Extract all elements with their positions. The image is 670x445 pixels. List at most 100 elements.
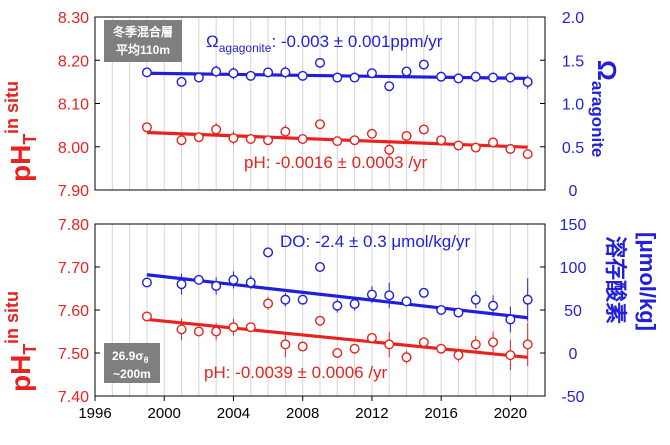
data-point [211,326,222,337]
data-point [297,294,308,305]
top-panel-data-points [141,57,533,160]
data-point [280,294,291,305]
data-point [176,76,187,87]
data-point [193,132,204,143]
bottom-layer-label-line2: ~200m [113,367,151,381]
data-point [332,136,343,147]
data-point [401,296,412,307]
data-point [453,307,464,318]
data-point [141,277,152,288]
data-point [366,289,377,300]
data-point [470,339,481,350]
left-tick-label: 8.10 [58,97,89,114]
data-point [470,142,481,153]
left-tick-label: 8.00 [58,140,89,157]
bottom-layer-label-box [104,343,160,383]
x-tick-label: 2020 [494,405,527,422]
trend-line [146,317,528,359]
data-point [453,140,464,151]
data-point [141,311,152,322]
data-point [349,72,360,83]
data-point [176,279,187,290]
right-tick-label: 50 [564,303,582,320]
x-tick-label: 2012 [355,405,388,422]
data-point [488,137,499,148]
data-point [228,68,239,79]
top-left-axis-label: pHTin situ [2,81,40,182]
data-point [488,300,499,311]
data-point [401,66,412,77]
left-tick-label: 7.70 [58,260,89,277]
data-point [418,59,429,70]
data-point [436,71,447,82]
data-point [505,314,516,325]
x-tick-label: 2016 [424,405,457,422]
data-point [263,298,274,309]
data-point [418,337,429,348]
data-point [401,352,412,363]
data-point [349,135,360,146]
top-layer-label-box [104,20,182,62]
data-point [332,348,343,359]
data-point [228,322,239,333]
top-red-annotation: pH: -0.0016 ± 0.0003 /yr [244,153,428,172]
data-point [366,68,377,79]
data-point [315,262,326,273]
right-tick-label: 0 [569,346,578,363]
bottom-panel-data-points [141,247,533,371]
data-point [470,71,481,82]
data-point [280,126,291,137]
x-tick-label: 2008 [286,405,319,422]
data-point [193,274,204,285]
data-point [453,73,464,84]
data-point [366,128,377,139]
data-point [193,326,204,337]
bottom-panel-grid [111,224,529,396]
bottom-panel-ticks: 7.80 7.70 7.60 7.50 7.40 150 100 50 0 -50 1996 2000… [58,217,587,422]
bottom-left-axis-label: pHTin situ [2,291,40,392]
right-tick-label: 0.5 [562,140,584,157]
left-tick-label: 7.40 [58,389,89,406]
data-point [315,57,326,68]
data-point [522,76,533,87]
data-point [418,124,429,135]
x-tick-label: 2004 [217,405,250,422]
data-point [263,67,274,78]
data-point [436,305,447,316]
left-tick-label: 7.90 [58,183,89,200]
left-tick-label: 8.20 [58,53,89,70]
left-tick-label: 8.30 [58,10,89,27]
data-point [228,133,239,144]
top-panel-grid [111,17,529,190]
data-point [366,332,377,343]
left-tick-label: 7.50 [58,346,89,363]
data-point [176,135,187,146]
data-point [384,81,395,92]
top-right-axis-label: Ωaragonite [588,60,622,157]
data-point [263,247,274,258]
data-point [505,350,516,361]
data-point [401,130,412,141]
data-point [211,280,222,291]
data-point [315,315,326,326]
right-tick-label: 2.0 [562,10,584,27]
top-blue-annotation: Ωagagonite: -0.003 ± 0.001ppm/yr [206,32,443,55]
bottom-panel-trend-lines [146,273,528,359]
data-point [332,300,343,311]
top-layer-label-line1: 冬季混合層 [113,24,173,39]
data-point [488,72,499,83]
data-point [384,339,395,350]
data-point [228,274,239,285]
right-tick-label: 100 [560,260,587,277]
data-point [488,337,499,348]
right-tick-label: 1.0 [562,97,584,114]
x-tick-label: 1996 [78,405,111,422]
data-point [332,72,343,83]
data-point [141,67,152,78]
right-tick-label: -50 [561,389,584,406]
top-panel-ticks: 8.30 8.20 8.10 8.00 7.90 2.0 1.5 1.0 0.5 0 [58,10,584,200]
data-point [245,70,256,81]
data-point [263,135,274,146]
